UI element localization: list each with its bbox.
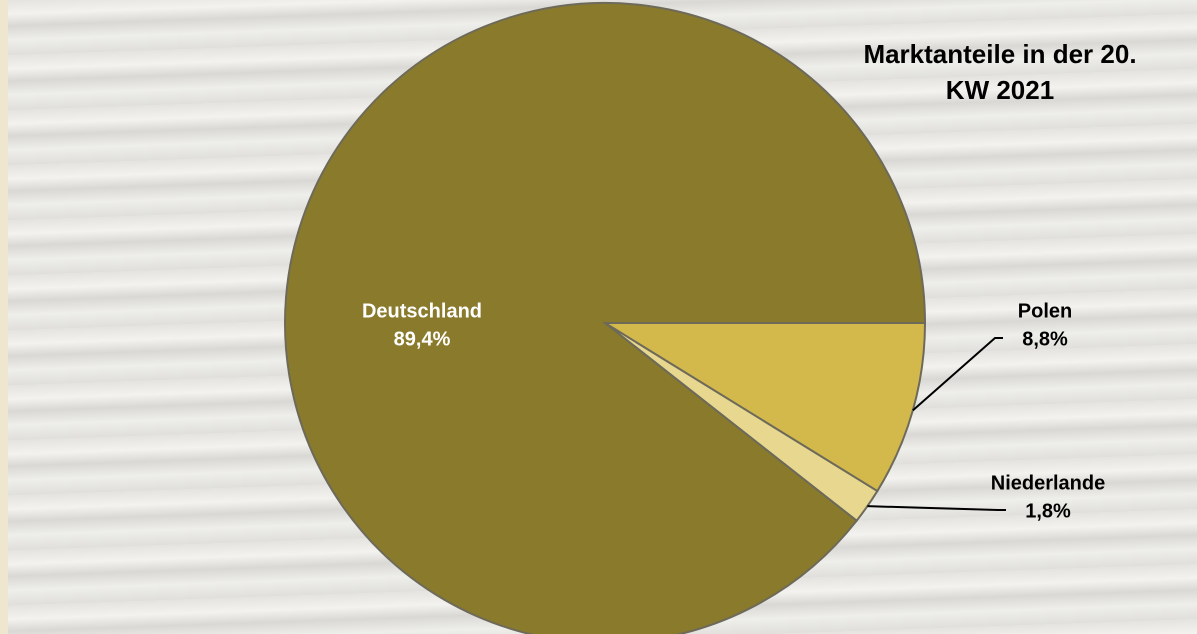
slice-value-label: 89,4% xyxy=(394,328,451,350)
slice-label: Polen xyxy=(1018,300,1072,322)
slice-label: Deutschland xyxy=(362,300,482,322)
chart-title: Marktanteile in der 20. KW 2021 xyxy=(850,36,1150,108)
slice-value-label: 1,8% xyxy=(1025,500,1071,522)
leader-line xyxy=(867,506,1006,510)
leader-line xyxy=(913,338,1003,410)
slice-value-label: 8,8% xyxy=(1022,328,1068,350)
page: Polen 8,8% Niederlande 1,8% Deutschland 89,4%… xyxy=(0,0,1197,634)
slice-label: Niederlande xyxy=(991,472,1105,494)
